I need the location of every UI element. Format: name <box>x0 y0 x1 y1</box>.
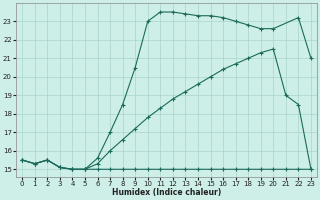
X-axis label: Humidex (Indice chaleur): Humidex (Indice chaleur) <box>112 188 221 197</box>
